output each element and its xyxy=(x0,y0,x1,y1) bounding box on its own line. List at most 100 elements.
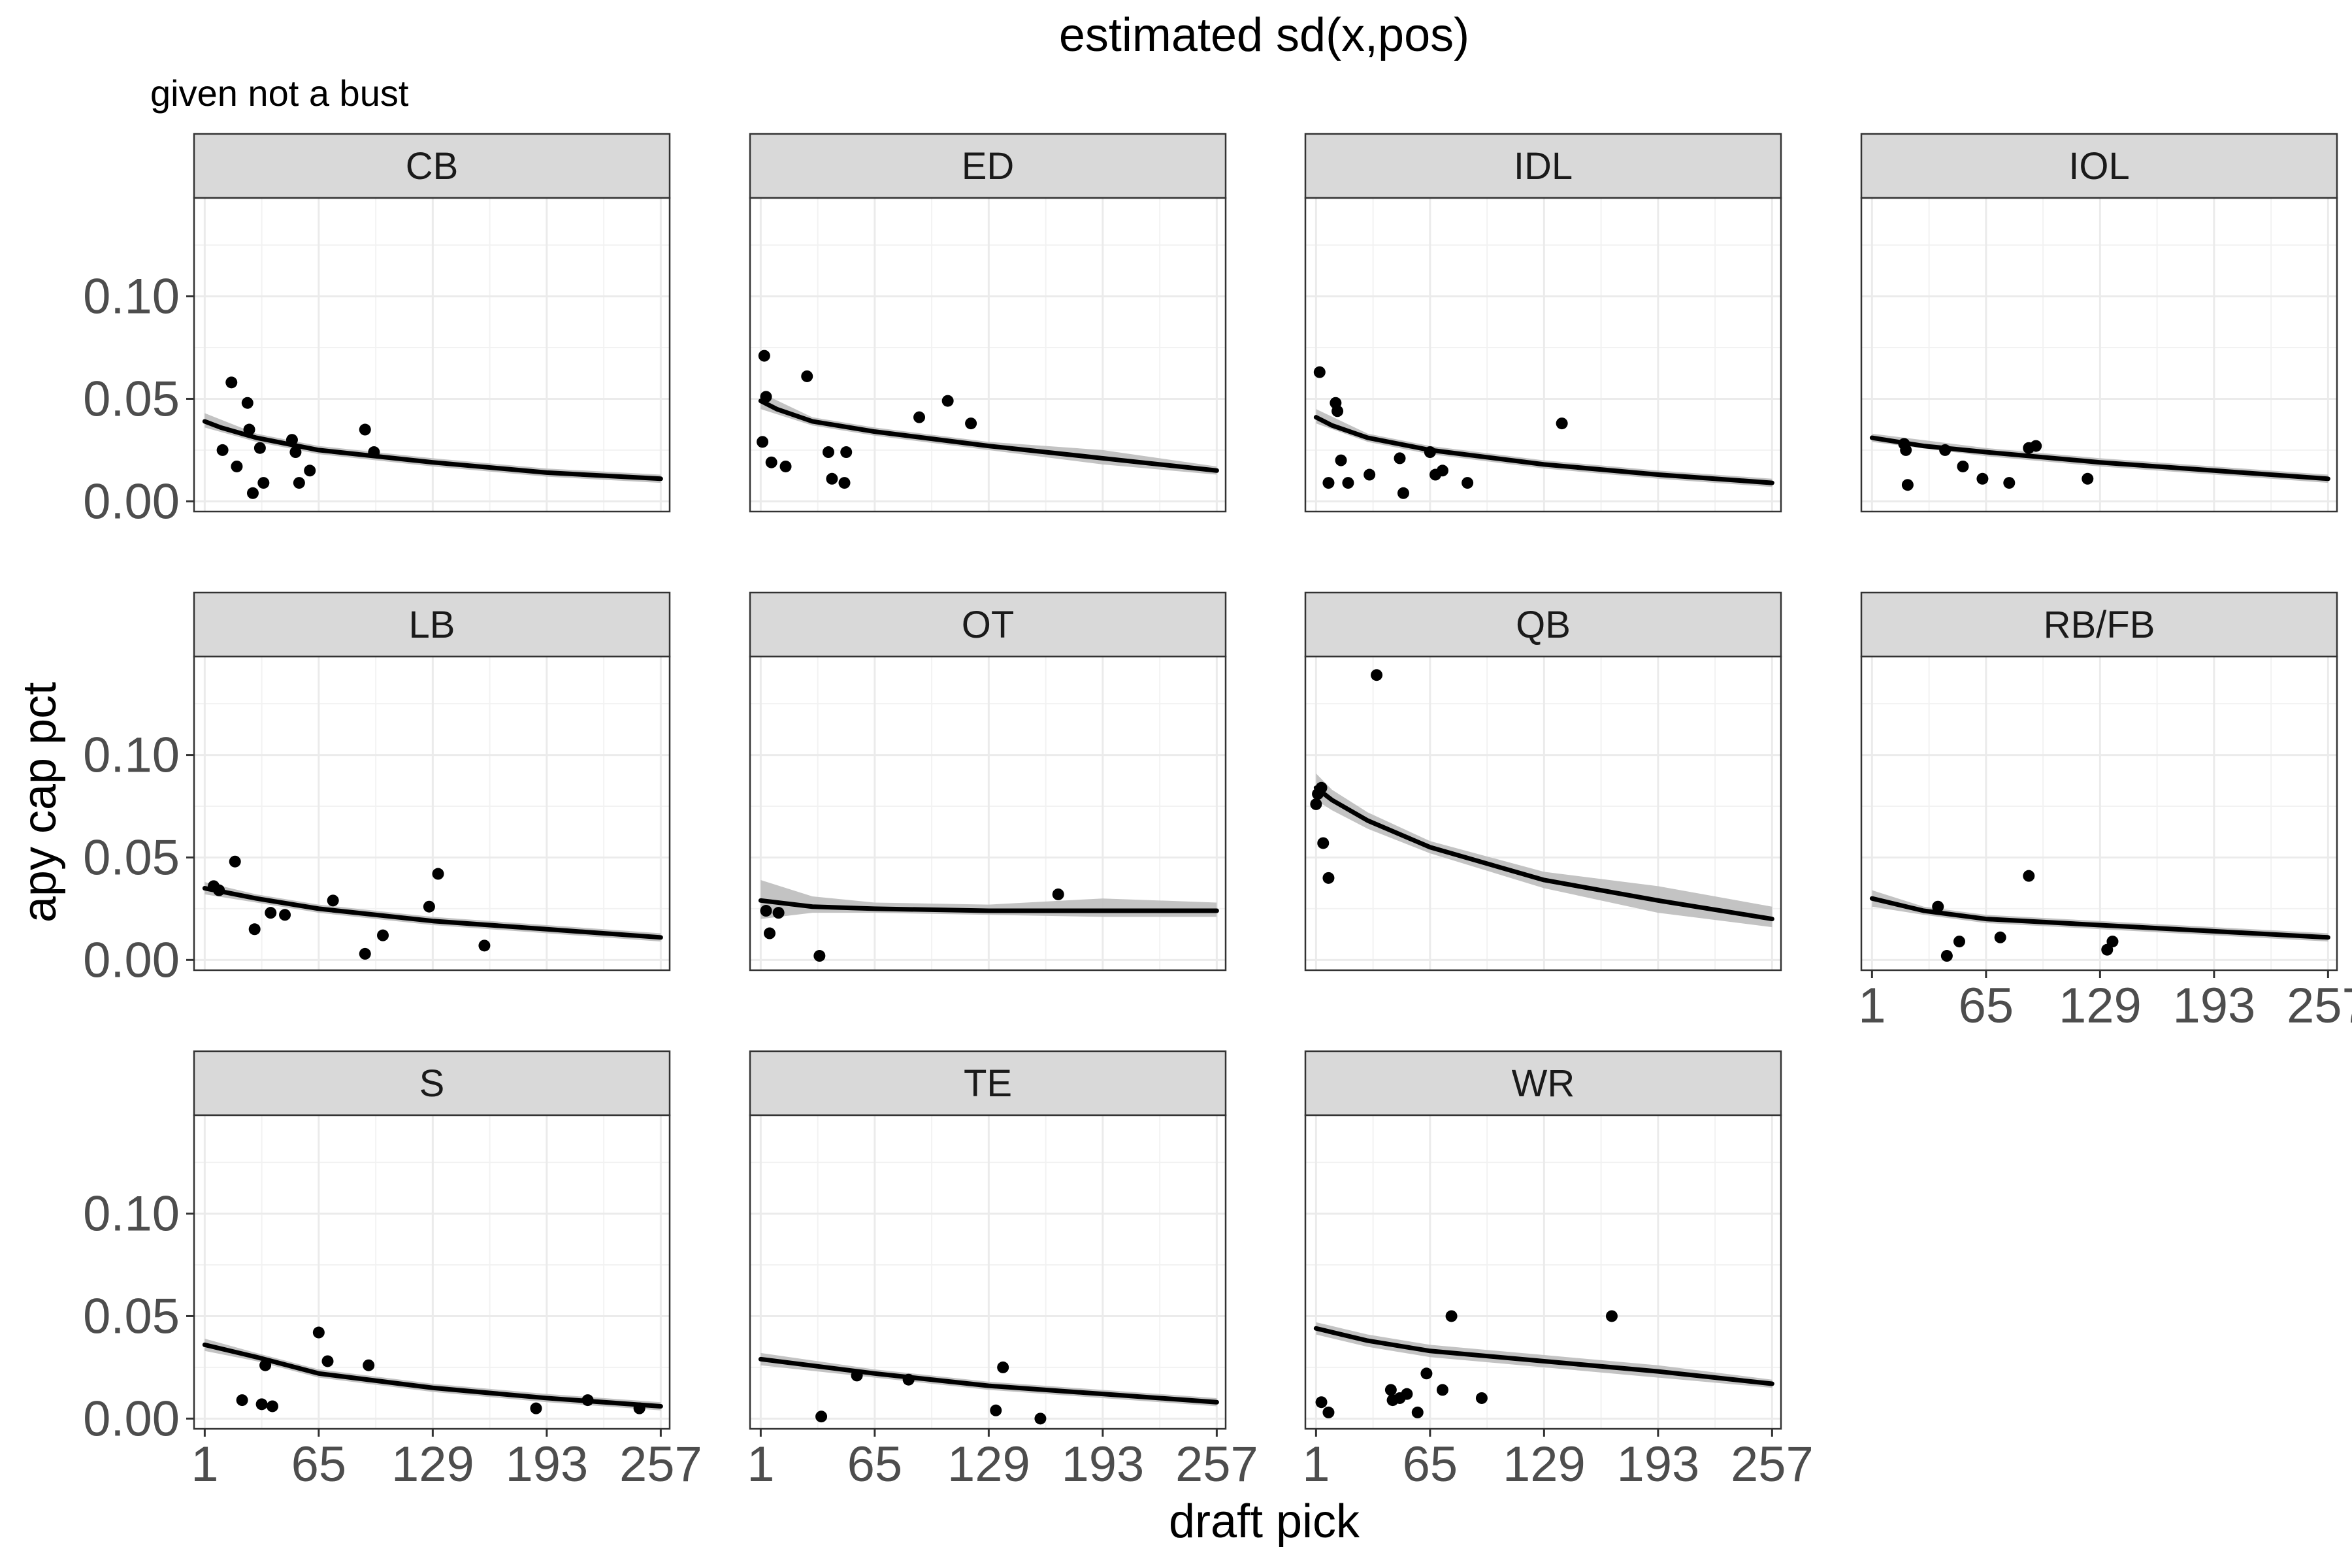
panel-strip-label: ED xyxy=(962,145,1015,188)
data-point xyxy=(1475,1392,1488,1404)
data-point xyxy=(1394,452,1406,465)
x-tick-label: 65 xyxy=(291,1437,347,1492)
y-tick-label: 0.05 xyxy=(83,830,180,885)
panel-strip xyxy=(193,133,671,199)
panel-strip-label: QB xyxy=(1516,604,1571,646)
data-point xyxy=(530,1402,542,1414)
data-point xyxy=(478,939,491,952)
data-point xyxy=(1315,1396,1328,1409)
data-point xyxy=(377,929,389,941)
y-tick-label: 0.00 xyxy=(83,932,180,988)
data-point xyxy=(758,350,770,362)
panel-strip-label: IDL xyxy=(1514,145,1573,188)
data-point xyxy=(1371,669,1383,681)
data-point xyxy=(913,411,926,423)
data-point xyxy=(815,1411,828,1423)
panel-border xyxy=(193,655,671,972)
data-point xyxy=(760,905,772,917)
data-point xyxy=(241,397,253,409)
data-point xyxy=(765,456,777,468)
data-point xyxy=(779,460,792,472)
data-point xyxy=(321,1355,334,1367)
data-point xyxy=(1424,446,1436,459)
data-point xyxy=(990,1404,1002,1416)
panel-strip xyxy=(1304,591,1782,658)
panel-strip xyxy=(1860,591,2338,658)
x-tick-label: 193 xyxy=(2172,978,2255,1034)
data-point xyxy=(2106,936,2119,948)
data-point xyxy=(902,1373,915,1386)
fit-line xyxy=(202,419,663,482)
confidence-band xyxy=(1872,890,2328,942)
data-point xyxy=(838,477,851,489)
x-tick-label: 1 xyxy=(1858,978,1886,1034)
data-point xyxy=(1342,477,1354,489)
data-point xyxy=(1322,477,1335,489)
data-point xyxy=(2030,440,2042,452)
panel-lb: LB 0.00 0.05 0.10 xyxy=(83,591,671,988)
x-tick-label: 129 xyxy=(947,1437,1030,1492)
x-tick-label: 193 xyxy=(1616,1437,1699,1492)
data-point xyxy=(248,923,261,936)
panel-strip xyxy=(193,1050,671,1117)
x-tick-label: 1 xyxy=(1302,1437,1330,1492)
data-point xyxy=(266,1400,278,1413)
data-point xyxy=(1556,417,1568,430)
x-tick-label: 257 xyxy=(1175,1437,1258,1492)
panel-strip-label: TE xyxy=(964,1062,1012,1105)
data-point xyxy=(2082,472,2094,485)
data-point xyxy=(1940,950,1953,962)
data-point xyxy=(1976,472,1989,485)
fit-line xyxy=(1869,435,2330,482)
data-point xyxy=(1436,1384,1448,1396)
data-point xyxy=(1939,444,1952,456)
data-point xyxy=(840,446,853,459)
confidence-band xyxy=(204,882,661,942)
x-tick-label: 129 xyxy=(391,1437,474,1492)
data-point xyxy=(813,950,826,962)
panel-qb: QB xyxy=(1304,591,1782,972)
data-point xyxy=(1322,872,1335,884)
data-point xyxy=(1445,1310,1458,1322)
y-tick-label: 0.05 xyxy=(83,1288,180,1344)
data-point xyxy=(1901,479,1914,491)
panel-strip xyxy=(749,591,1227,658)
data-point xyxy=(826,472,838,485)
panel-strip-label: WR xyxy=(1512,1062,1575,1105)
data-point xyxy=(1384,1384,1397,1396)
data-point xyxy=(1364,468,1376,481)
chart-subtitle: given not a bust xyxy=(150,73,409,114)
data-point xyxy=(243,423,255,436)
data-point xyxy=(1322,1406,1335,1418)
panel-border xyxy=(1304,197,1782,513)
panel-te: TE 1 65 129 193 257 xyxy=(747,1050,1258,1492)
data-point xyxy=(997,1361,1009,1373)
fit-line xyxy=(202,886,663,940)
x-tick-label: 129 xyxy=(1503,1437,1586,1492)
y-tick-label: 0.00 xyxy=(83,1391,180,1446)
panel-strip-label: IOL xyxy=(2068,145,2130,188)
fit-line xyxy=(758,1356,1219,1405)
x-tick-label: 65 xyxy=(1403,1437,1458,1492)
data-point xyxy=(757,436,769,448)
data-point xyxy=(760,391,772,403)
data-point xyxy=(293,477,305,489)
x-tick-label: 129 xyxy=(2059,978,2142,1034)
data-point xyxy=(1034,1413,1047,1425)
fit-line xyxy=(202,1342,663,1409)
data-point xyxy=(772,907,785,919)
panel-border xyxy=(749,655,1227,972)
y-tick-label: 0.05 xyxy=(83,371,180,427)
data-point xyxy=(225,376,238,389)
data-point xyxy=(1420,1367,1433,1380)
x-tick-label: 65 xyxy=(847,1437,903,1492)
data-point xyxy=(1900,444,1912,456)
data-point xyxy=(213,884,225,896)
x-axis-label: draft pick xyxy=(1169,1495,1360,1548)
panel-strip-label: OT xyxy=(962,604,1015,646)
data-point xyxy=(1462,477,1474,489)
fit-line xyxy=(758,898,1219,913)
data-point xyxy=(246,487,259,499)
panel-idl: IDL xyxy=(1304,133,1782,513)
